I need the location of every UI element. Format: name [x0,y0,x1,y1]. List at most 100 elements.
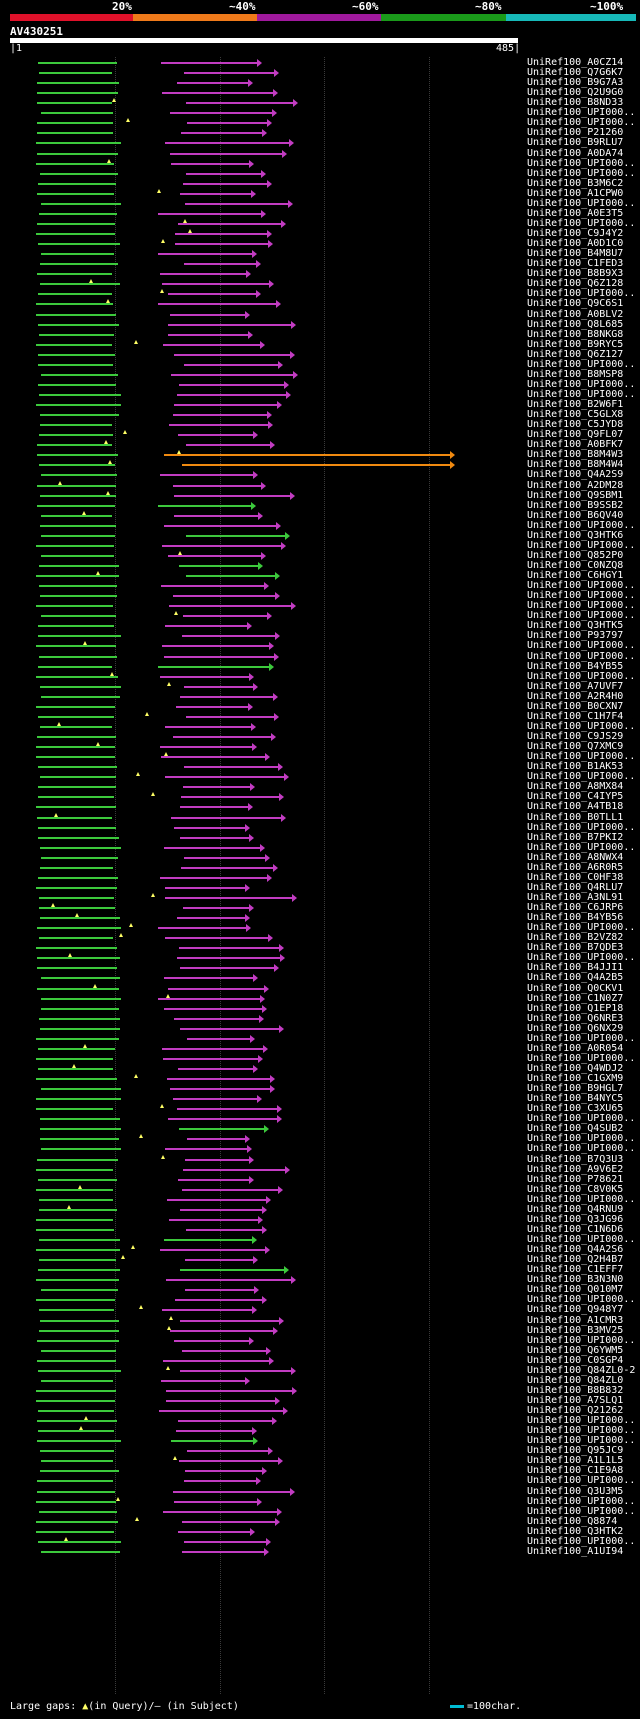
hit-label[interactable]: UniRef100_Q9SBM1 [527,490,624,501]
hit-label[interactable]: UniRef100_UPI000.. [527,671,636,682]
hit-label[interactable]: UniRef100_B3MV25 [527,1325,624,1336]
hit-label[interactable]: UniRef100_C9JS29 [527,731,624,742]
hit-label[interactable]: UniRef100_A0E3T5 [527,208,624,219]
hit-label[interactable]: UniRef100_UPI000.. [527,822,636,833]
hit-label[interactable]: UniRef100_C6HGY1 [527,570,624,581]
hit-label[interactable]: UniRef100_UPI000.. [527,1294,636,1305]
hit-label[interactable]: UniRef100_B0TLL1 [527,812,624,823]
hit-label[interactable]: UniRef100_C4IYP5 [527,791,624,802]
hit-label[interactable]: UniRef100_Q010M7 [527,1284,624,1295]
hit-label[interactable]: UniRef100_A3NL91 [527,892,624,903]
hit-label[interactable]: UniRef100_Q7G6K7 [527,67,624,78]
hit-label[interactable]: UniRef100_B6QV40 [527,510,624,521]
hit-label[interactable]: UniRef100_UPI000.. [527,721,636,732]
hit-label[interactable]: UniRef100_Q4WDJ2 [527,1063,624,1074]
hit-label[interactable]: UniRef100_UPI000.. [527,218,636,229]
hit-label[interactable]: UniRef100_C1E9A8 [527,1465,624,1476]
hit-label[interactable]: UniRef100_B8B832 [527,1385,624,1396]
hit-label[interactable]: UniRef100_Q84ZL0-2 [527,1365,636,1376]
hit-label[interactable]: UniRef100_C5GLX8 [527,409,624,420]
hit-label[interactable]: UniRef100_UPI000.. [527,359,636,370]
hit-label[interactable]: UniRef100_UPI000.. [527,379,636,390]
hit-label[interactable]: UniRef100_C6JRP6 [527,902,624,913]
hit-label[interactable]: UniRef100_B7PKI2 [527,832,624,843]
hit-label[interactable]: UniRef100_A2DM28 [527,480,624,491]
hit-label[interactable]: UniRef100_A1CPW0 [527,188,624,199]
hit-label[interactable]: UniRef100_UPI000.. [527,107,636,118]
hit-label[interactable]: UniRef100_A7UVF7 [527,681,624,692]
hit-label[interactable]: UniRef100_B8NKG8 [527,329,624,340]
hit-label[interactable]: UniRef100_B4YB55 [527,661,624,672]
hit-label[interactable]: UniRef100_Q4SUB2 [527,1123,624,1134]
hit-label[interactable]: UniRef100_UPI000.. [527,842,636,853]
hit-label[interactable]: UniRef100_Q4A2B5 [527,972,624,983]
hit-label[interactable]: UniRef100_Q0CKV1 [527,983,624,994]
hit-label[interactable]: UniRef100_UPI000.. [527,1234,636,1245]
hit-label[interactable]: UniRef100_Q7XMC9 [527,741,624,752]
hit-label[interactable]: UniRef100_Q3JG96 [527,1214,624,1225]
hit-label[interactable]: UniRef100_Q6YWM5 [527,1345,624,1356]
hit-label[interactable]: UniRef100_C8V0K5 [527,1184,624,1195]
hit-label[interactable]: UniRef100_Q6Z128 [527,278,624,289]
hit-label[interactable]: UniRef100_A4TB18 [527,801,624,812]
hit-label[interactable]: UniRef100_UPI000.. [527,952,636,963]
hit-label[interactable]: UniRef100_C0HF38 [527,872,624,883]
hit-label[interactable]: UniRef100_A0DA74 [527,148,624,159]
hit-label[interactable]: UniRef100_B8M4W4 [527,459,624,470]
hit-label[interactable]: UniRef100_P78621 [527,1174,624,1185]
hit-label[interactable]: UniRef100_Q4A2S9 [527,469,624,480]
hit-label[interactable]: UniRef100_UPI000.. [527,198,636,209]
hit-label[interactable]: UniRef100_UPI000.. [527,651,636,662]
hit-label[interactable]: UniRef100_Q84ZL0 [527,1375,624,1386]
hit-label[interactable]: UniRef100_P21260 [527,127,624,138]
hit-label[interactable]: UniRef100_UPI000.. [527,1536,636,1547]
hit-label[interactable]: UniRef100_UPI000.. [527,1194,636,1205]
hit-label[interactable]: UniRef100_B9SSB2 [527,500,624,511]
hit-label[interactable]: UniRef100_UPI000.. [527,1133,636,1144]
hit-label[interactable]: UniRef100_UPI000.. [527,1033,636,1044]
hit-label[interactable]: UniRef100_Q2U9G0 [527,87,624,98]
hit-label[interactable]: UniRef100_B3N3N0 [527,1274,624,1285]
hit-label[interactable]: UniRef100_UPI000.. [527,600,636,611]
hit-label[interactable]: UniRef100_Q21262 [527,1405,624,1416]
hit-label[interactable]: UniRef100_B2VZ82 [527,932,624,943]
hit-label[interactable]: UniRef100_UPI000.. [527,1496,636,1507]
hit-label[interactable]: UniRef100_UPI000.. [527,1053,636,1064]
hit-label[interactable]: UniRef100_C1N0Z7 [527,993,624,1004]
hit-label[interactable]: UniRef100_B9RLU7 [527,137,624,148]
hit-label[interactable]: UniRef100_Q3HTK5 [527,620,624,631]
hit-label[interactable]: UniRef100_P93797 [527,630,624,641]
hit-label[interactable]: UniRef100_A0R054 [527,1043,624,1054]
hit-label[interactable]: UniRef100_A0D1C0 [527,238,624,249]
hit-label[interactable]: UniRef100_C9J4Y2 [527,228,624,239]
hit-label[interactable]: UniRef100_A1CMR3 [527,1315,624,1326]
hit-label[interactable]: UniRef100_UPI000.. [527,158,636,169]
hit-label[interactable]: UniRef100_B7QDE3 [527,942,624,953]
hit-label[interactable]: UniRef100_Q95JC9 [527,1445,624,1456]
hit-label[interactable]: UniRef100_C0SGP4 [527,1355,624,1366]
hit-label[interactable]: UniRef100_B9RYC5 [527,339,624,350]
hit-label[interactable]: UniRef100_B8ND33 [527,97,624,108]
hit-label[interactable]: UniRef100_A0CZ14 [527,57,624,68]
hit-label[interactable]: UniRef100_B0CXN7 [527,701,624,712]
hit-label[interactable]: UniRef100_B4JJI1 [527,962,624,973]
hit-label[interactable]: UniRef100_C1N6D6 [527,1224,624,1235]
hit-label[interactable]: UniRef100_C1GXM9 [527,1073,624,1084]
hit-label[interactable]: UniRef100_C1FED3 [527,258,624,269]
hit-label[interactable]: UniRef100_Q9C6S1 [527,298,624,309]
hit-label[interactable]: UniRef100_Q3U3M5 [527,1486,624,1497]
hit-label[interactable]: UniRef100_UPI000.. [527,1475,636,1486]
hit-label[interactable]: UniRef100_B7Q3U3 [527,1154,624,1165]
hit-label[interactable]: UniRef100_B2W6F1 [527,399,624,410]
hit-label[interactable]: UniRef100_UPI000.. [527,1506,636,1517]
hit-label[interactable]: UniRef100_UPI000.. [527,520,636,531]
hit-label[interactable]: UniRef100_Q4A2S6 [527,1244,624,1255]
hit-label[interactable]: UniRef100_C1EFF7 [527,1264,624,1275]
hit-label[interactable]: UniRef100_A2R4H0 [527,691,624,702]
hit-label[interactable]: UniRef100_Q852P0 [527,550,624,561]
hit-label[interactable]: UniRef100_UPI000.. [527,540,636,551]
hit-label[interactable]: UniRef100_UPI000.. [527,922,636,933]
hit-label[interactable]: UniRef100_Q6NRE3 [527,1013,624,1024]
hit-label[interactable]: UniRef100_Q8874 [527,1516,618,1527]
hit-label[interactable]: UniRef100_Q2H4B7 [527,1254,624,1265]
